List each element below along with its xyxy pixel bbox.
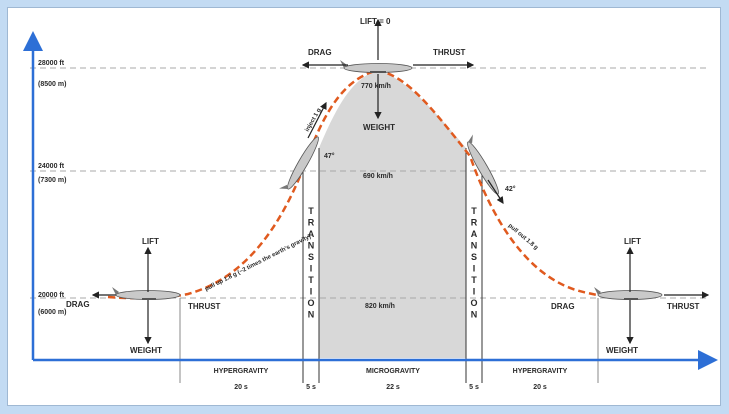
transition-letter: T [308, 206, 314, 216]
transition-letter: T [471, 206, 477, 216]
aircraft-climb-icon [279, 136, 319, 190]
phase-label-3: MICROGRAVITY [366, 368, 420, 375]
altitude-low-m: (6000 m) [38, 309, 66, 316]
altitude-mid-ft: 24000 ft [38, 163, 65, 170]
transition-letter: I [310, 264, 313, 274]
descent-direction-arrow [487, 179, 504, 205]
aircraft-right-icon [594, 287, 663, 300]
thrust-label-top: THRUST [433, 48, 466, 57]
microgravity-region [319, 70, 466, 358]
phase-duration-2: 5 s [306, 384, 316, 391]
transition-letter: O [470, 298, 477, 308]
weight-label-left: WEIGHT [130, 346, 162, 355]
phase-label-5: HYPERGRAVITY [513, 368, 568, 375]
diagram-frame: 28000 ft (8500 m) 24000 ft (7300 m) 2000… [7, 7, 721, 406]
angle-pull-up: 47° [324, 152, 335, 160]
transition-letter: A [471, 229, 478, 239]
phase-duration-4: 5 s [469, 384, 479, 391]
weight-label-top: WEIGHT [363, 123, 395, 132]
drag-label-left: DRAG [66, 300, 90, 309]
transition-letter: O [307, 298, 314, 308]
angle-pull-out: 42° [505, 185, 516, 193]
transition-letter: N [471, 310, 478, 320]
transition-letter: S [471, 252, 477, 262]
phase-duration-5: 20 s [533, 384, 547, 391]
aircraft-top-icon [340, 60, 413, 73]
transition-letter: N [308, 241, 315, 251]
transition-letter: A [308, 229, 315, 239]
weight-label-right: WEIGHT [606, 346, 638, 355]
phase-label-1: HYPERGRAVITY [214, 368, 269, 375]
altitude-top-ft: 28000 ft [38, 60, 65, 67]
phase-duration-1: 20 s [234, 384, 248, 391]
phase-duration-3: 22 s [386, 384, 400, 391]
transition-letter: I [473, 264, 476, 274]
lift-label-right: LIFT [624, 237, 641, 246]
exit-maneuver-label: pull out 1.8 g [507, 223, 539, 252]
transition-letter: T [471, 275, 477, 285]
lift-zero-label: LIFT = 0 [360, 17, 391, 26]
transition-letter: S [308, 252, 314, 262]
climb-direction-arrow [307, 101, 327, 139]
drag-label-top: DRAG [308, 48, 332, 57]
thrust-label-right: THRUST [667, 302, 700, 311]
transition-letter: I [473, 287, 476, 297]
entry-maneuver-label: pull up 1.8 g (~2 times the earth's grav… [204, 234, 312, 293]
transition-letter: R [308, 218, 315, 228]
altitude-low-ft: 20000 ft [38, 292, 65, 299]
altitude-top-m: (8500 m) [38, 81, 66, 88]
lift-label-left: LIFT [142, 237, 159, 246]
speed-low: 820 km/h [365, 303, 395, 310]
drag-label-right: DRAG [551, 302, 575, 311]
altitude-mid-m: (7300 m) [38, 177, 66, 184]
thrust-label-left: THRUST [188, 302, 221, 311]
transition-letter: I [310, 287, 313, 297]
aircraft-left-icon [112, 287, 181, 300]
parabolic-flight-diagram: 28000 ft (8500 m) 24000 ft (7300 m) 2000… [23, 17, 718, 391]
transition-letter: T [308, 275, 314, 285]
aircraft-descent-icon [467, 134, 499, 195]
transition-letter: R [471, 218, 478, 228]
transition-letter: N [471, 241, 478, 251]
transition-letter: N [308, 310, 315, 320]
speed-mid: 690 km/h [363, 173, 393, 180]
speed-top: 770 km/h [361, 83, 391, 90]
